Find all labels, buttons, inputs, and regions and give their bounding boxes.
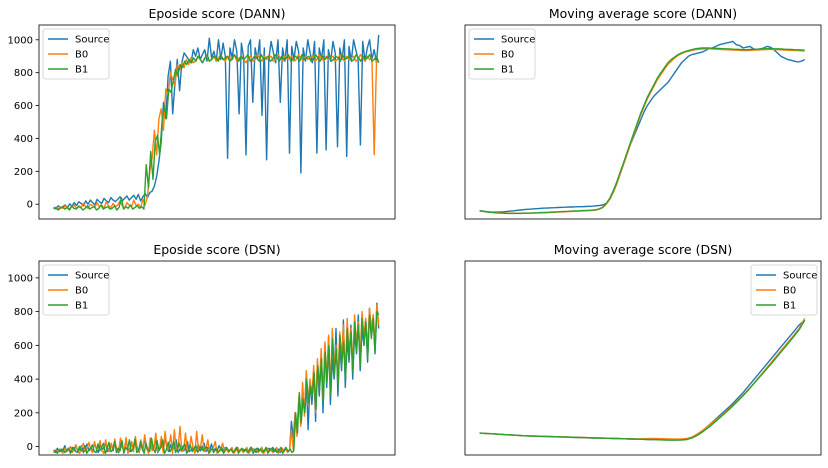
y-tick-label: 0 [27,442,33,453]
plot-frame [464,260,822,456]
y-tick-label: 400 [14,375,33,386]
legend: Source B0 B1 [468,28,536,80]
chart-dsn-episode: Eposide score (DSN) 0 200 400 600 800 1000 Sour… [8,242,396,456]
legend: Source B0 B1 [42,28,110,80]
plot-frame [38,260,396,456]
y-tick-label: 200 [14,167,33,178]
legend-label: Source [501,35,535,46]
legend-label: B0 [783,286,796,297]
chart-title: Moving average score (DSN) [554,242,733,257]
chart-dann-moving: Moving average score (DANN) Source B0 B1 [464,6,822,220]
series-line-source [479,40,806,213]
legend-label: B1 [75,301,88,312]
legend-label: B1 [783,301,796,312]
y-tick-label: 0 [27,200,33,211]
y-tick-label: 600 [14,341,33,352]
legend-box [42,264,110,316]
legend-label: Source [75,271,109,282]
legend: Source B0 B1 [750,264,818,316]
legend-label: B0 [75,50,88,61]
legend-label: B0 [501,50,514,61]
legend-label: Source [783,271,817,282]
legend-box [42,28,110,80]
plot-frame [464,24,822,220]
series-line-b1 [479,47,805,215]
legend-label: B1 [501,65,514,76]
legend-label: Source [75,35,109,46]
y-tick-label: 800 [14,307,33,318]
series-line-b1 [53,53,380,211]
legend: Source B0 B1 [42,264,110,316]
series-line-b1 [479,320,806,441]
chart-title: Eposide score (DANN) [148,6,285,21]
y-tick-label: 400 [14,134,33,145]
series-line-b0 [479,318,806,440]
legend-box [468,28,536,80]
chart-title: Eposide score (DSN) [153,242,280,257]
legend-box [750,264,818,316]
chart-dann-episode: Eposide score (DANN) 0 200 400 600 800 1000 Sou… [8,6,396,220]
chart-dsn-moving: Moving average score (DSN) Source B0 B1 [464,242,822,456]
plot-frame [38,24,396,220]
y-tick-label: 600 [14,101,33,112]
y-tick-label: 200 [14,408,33,419]
y-tick-label: 1000 [8,35,33,46]
chart-title: Moving average score (DANN) [549,6,737,21]
y-tick-label: 1000 [8,273,33,284]
legend-label: B0 [75,286,88,297]
series-line-b1 [53,310,380,454]
y-tick-label: 800 [14,68,33,79]
legend-label: B1 [75,65,88,76]
